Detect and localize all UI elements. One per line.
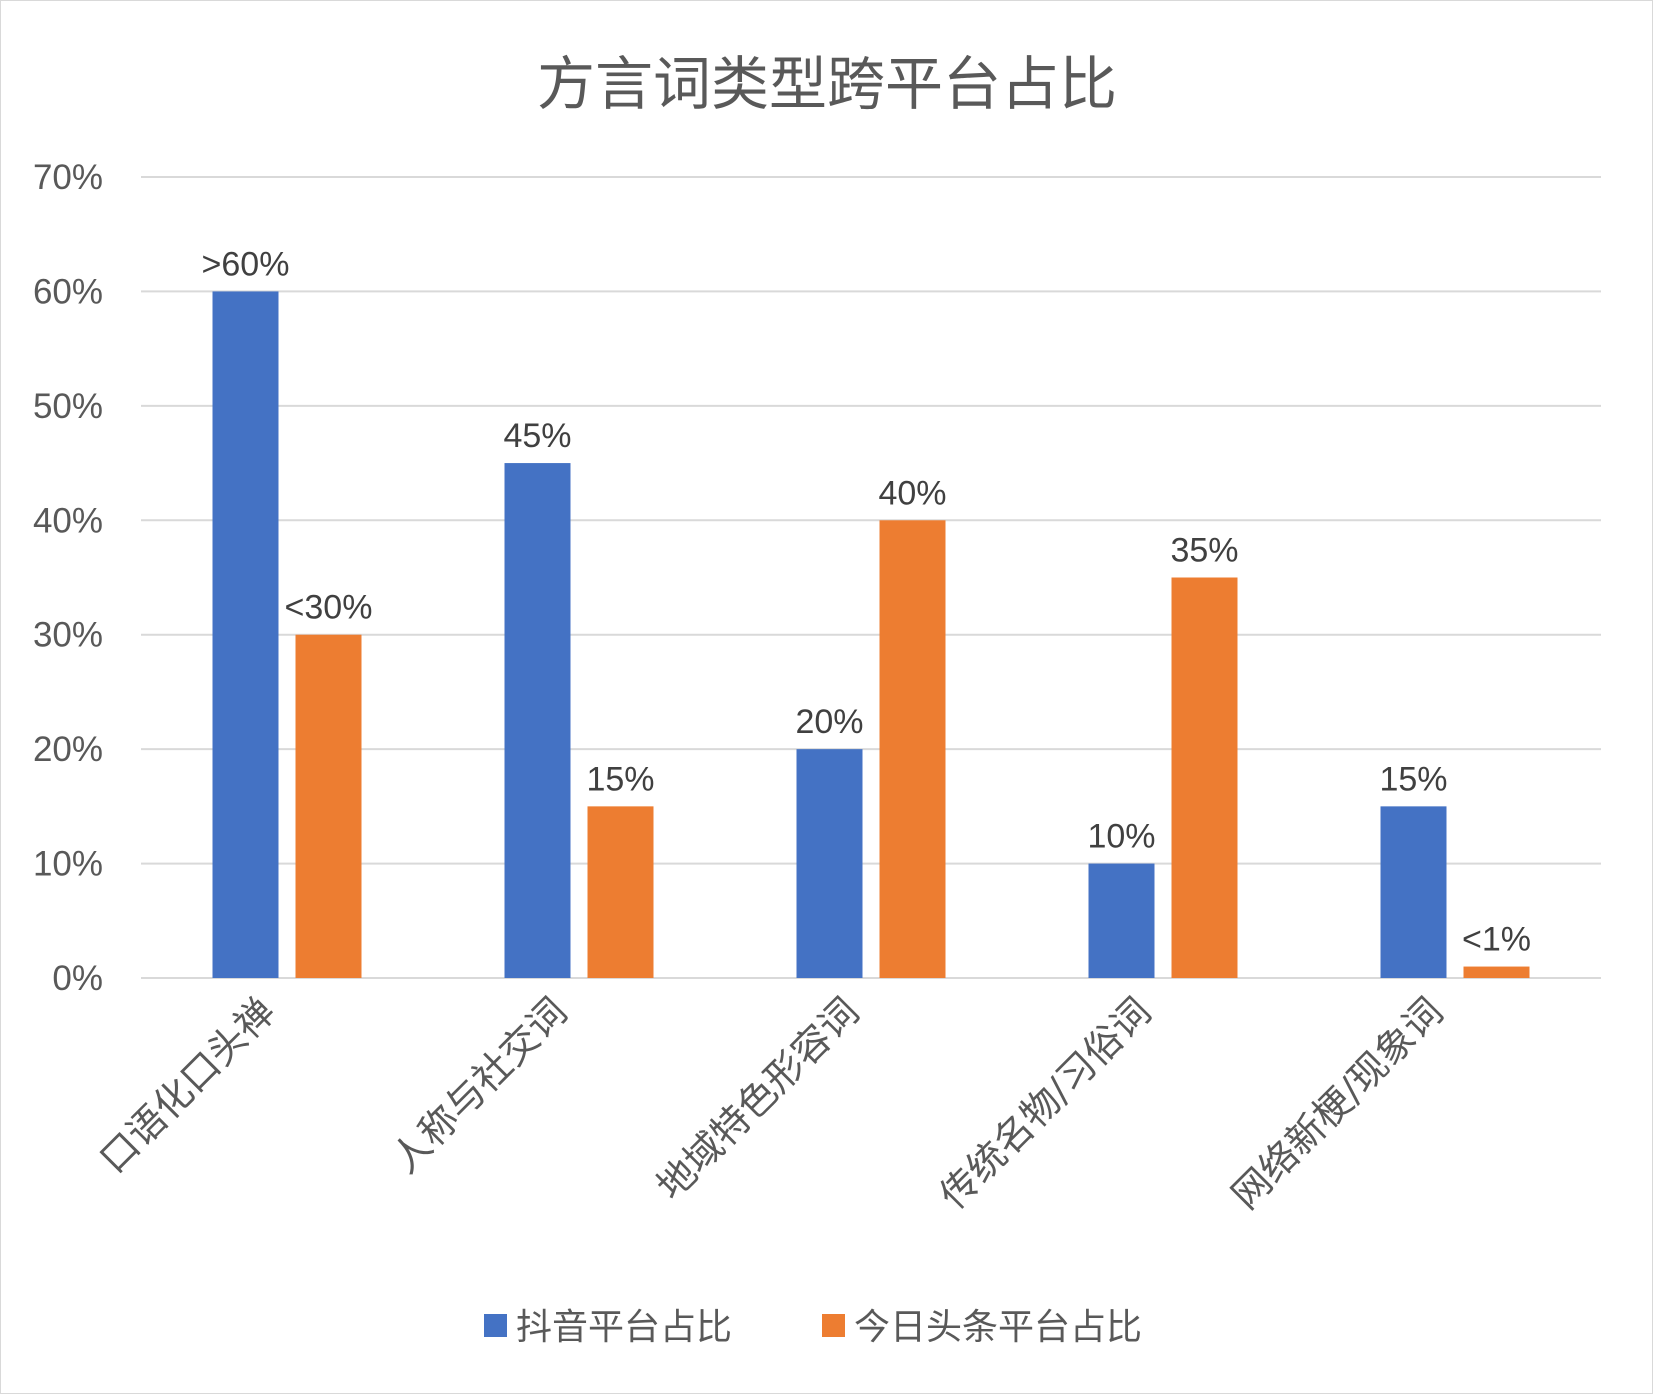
bar-douyin xyxy=(1380,806,1447,978)
y-tick-label: 50% xyxy=(33,387,103,426)
data-label-douyin: 20% xyxy=(795,703,863,741)
legend-swatch-douyin xyxy=(484,1314,507,1337)
y-tick-label: 0% xyxy=(52,959,103,998)
bar-toutiao xyxy=(879,520,946,978)
y-tick-label: 30% xyxy=(33,616,103,655)
legend-label-toutiao: 今日头条平台占比 xyxy=(854,1307,1142,1348)
y-axis-ticks: 0% 10% 20% 30% 40% 50% 60% 70% xyxy=(33,158,103,998)
x-category-label: 口语化口头禅 xyxy=(91,989,283,1181)
bar-douyin xyxy=(212,291,279,978)
data-label-douyin: 10% xyxy=(1087,818,1155,856)
data-label-douyin: 45% xyxy=(503,417,571,455)
data-label-toutiao: 40% xyxy=(878,474,946,512)
y-tick-label: 20% xyxy=(33,730,103,769)
x-category-label: 传统名物/习俗词 xyxy=(931,989,1159,1217)
bar-toutiao xyxy=(1171,577,1238,978)
x-category-label: 人称与社交词 xyxy=(383,989,575,1181)
data-label-toutiao: <30% xyxy=(285,589,373,627)
y-tick-label: 40% xyxy=(33,501,103,540)
y-tick-label: 60% xyxy=(33,272,103,311)
bar-douyin xyxy=(504,463,571,979)
chart-title: 方言词类型跨平台占比 xyxy=(537,50,1117,118)
data-label-douyin: >60% xyxy=(202,245,290,283)
y-tick-label: 10% xyxy=(33,845,103,884)
x-category-label: 网络新梗/现象词 xyxy=(1223,989,1451,1217)
bar-toutiao xyxy=(587,806,654,978)
bar-douyin xyxy=(1088,863,1155,978)
data-label-toutiao: 15% xyxy=(586,760,654,798)
legend: 抖音平台占比 今日头条平台占比 xyxy=(484,1307,1142,1348)
legend-swatch-toutiao xyxy=(822,1314,845,1337)
legend-label-douyin: 抖音平台占比 xyxy=(516,1307,732,1348)
data-labels: >60% <30% 45% 15% 20% 40% 10% 35% 15% <1% xyxy=(202,245,1531,958)
data-label-toutiao: 35% xyxy=(1170,532,1238,570)
bar-toutiao xyxy=(295,634,362,978)
y-tick-label: 70% xyxy=(33,158,103,197)
bar-douyin xyxy=(796,749,863,978)
x-axis-categories: 口语化口头禅 人称与社交词 地域特色形容词 传统名物/习俗词 网络新梗/现象词 xyxy=(91,989,1451,1217)
bars xyxy=(212,291,1530,979)
x-category-label: 地域特色形容词 xyxy=(648,989,867,1208)
data-label-toutiao: <1% xyxy=(1462,921,1531,959)
bar-toutiao xyxy=(1463,966,1530,978)
data-label-douyin: 15% xyxy=(1379,760,1447,798)
gridlines xyxy=(141,176,1601,979)
